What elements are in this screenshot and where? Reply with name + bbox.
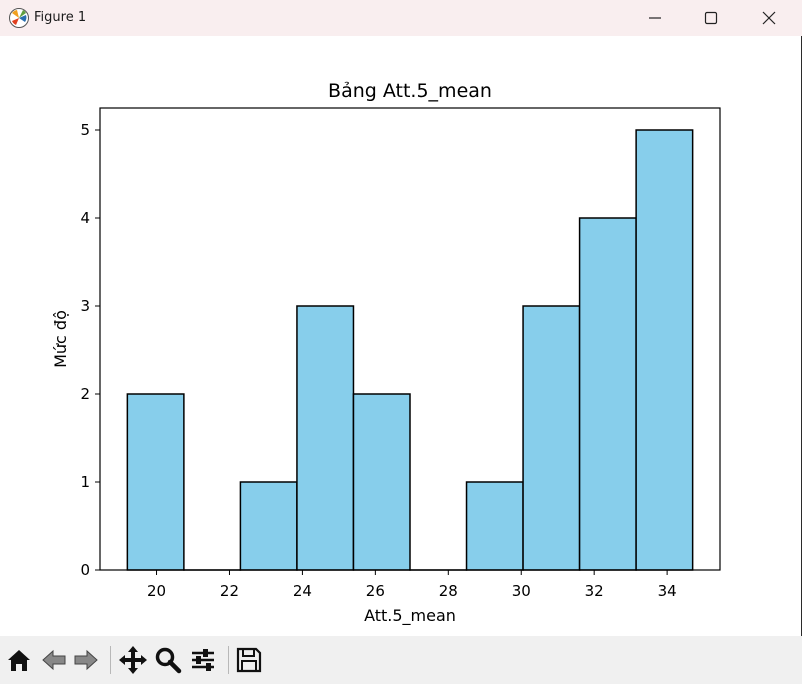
y-tick-label: 1	[80, 473, 90, 491]
chart-title: Bảng Att.5_mean	[328, 80, 492, 102]
close-icon	[762, 11, 776, 25]
histogram-bar	[352, 393, 411, 571]
x-ticks-group: 20 22 24 26 28 30 32 34	[147, 570, 677, 600]
navigation-toolbar	[0, 636, 802, 684]
x-tick-label: 22	[220, 582, 239, 600]
y-tick-label: 3	[80, 297, 90, 315]
x-tick-label: 20	[147, 582, 166, 600]
configure-subplots-icon	[192, 649, 214, 671]
toolbar-separator	[228, 646, 229, 674]
x-tick-label: 34	[658, 582, 677, 600]
save-floppy-icon	[236, 647, 262, 673]
y-tick-label: 0	[80, 561, 90, 579]
zoom-button[interactable]	[152, 644, 184, 676]
x-tick-label: 32	[585, 582, 604, 600]
save-button[interactable]	[233, 644, 265, 676]
back-button[interactable]	[38, 644, 70, 676]
zoom-magnifier-icon	[155, 647, 182, 674]
histogram-bar	[635, 129, 694, 571]
back-arrow-icon	[42, 649, 66, 671]
histogram-bar	[522, 305, 581, 571]
y-ticks-group: 0 1 2 3 4 5	[80, 121, 100, 579]
configure-subplots-button[interactable]	[187, 644, 219, 676]
histogram-chart: Bảng Att.5_mean 20 22 24 26 28 30 32 34 012345 …	[51, 80, 721, 626]
histogram-bar	[126, 393, 185, 571]
minimize-icon	[649, 17, 661, 19]
x-axis-label: Att.5_mean	[364, 606, 456, 626]
home-button[interactable]	[3, 644, 35, 676]
home-icon	[8, 650, 30, 671]
histogram-bar	[296, 305, 355, 571]
y-tick-label: 2	[80, 385, 90, 403]
maximize-button[interactable]	[682, 0, 740, 36]
y-tick-label: 5	[80, 121, 90, 139]
minimize-button[interactable]	[626, 0, 684, 36]
close-button[interactable]	[740, 0, 798, 36]
x-tick-label: 28	[439, 582, 458, 600]
matplotlib-logo-icon	[9, 8, 29, 28]
bars-group	[126, 129, 694, 571]
pan-button[interactable]	[117, 644, 149, 676]
maximize-icon	[704, 11, 718, 25]
y-tick-label: 4	[80, 209, 90, 227]
histogram-bar	[239, 481, 298, 571]
y-axis-label: Mức độ	[51, 310, 70, 368]
pan-move-icon	[119, 646, 147, 674]
histogram-bar	[578, 217, 637, 571]
window-title: Figure 1	[34, 10, 87, 25]
x-tick-label: 30	[512, 582, 531, 600]
x-tick-label: 26	[366, 582, 385, 600]
x-tick-label: 24	[293, 582, 312, 600]
window-titlebar: Figure 1	[0, 0, 802, 36]
histogram-bar	[465, 481, 524, 571]
forward-arrow-icon	[74, 649, 98, 671]
axes-frame	[99, 107, 721, 571]
forward-button[interactable]	[70, 644, 102, 676]
toolbar-separator	[110, 646, 111, 674]
